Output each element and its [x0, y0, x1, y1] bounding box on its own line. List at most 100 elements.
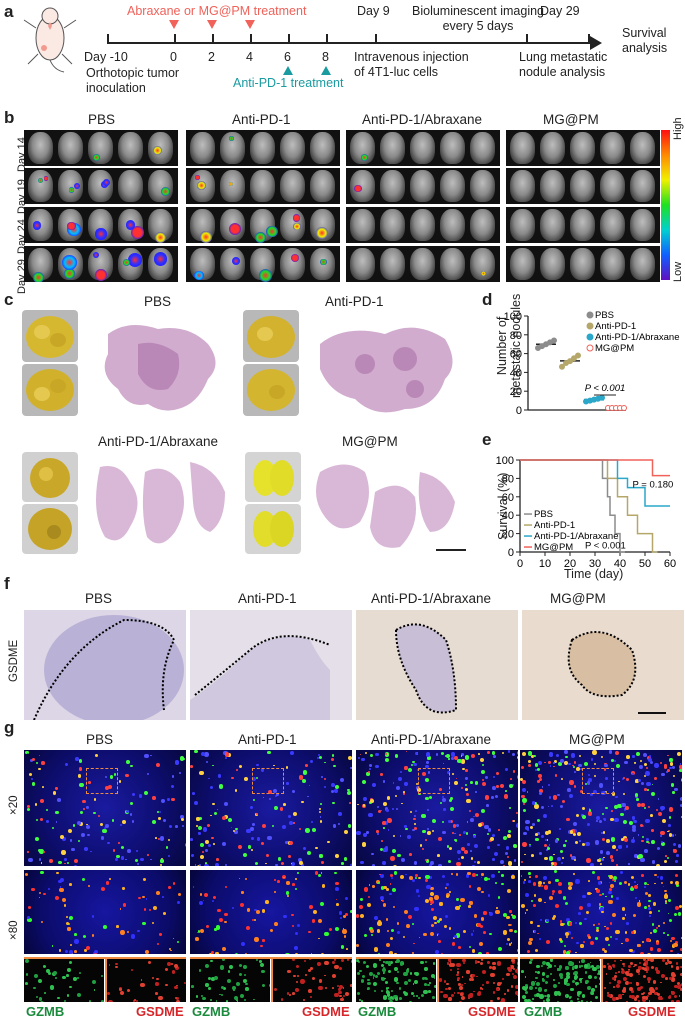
fluorescence-signal — [644, 807, 647, 810]
fluorescence-signal — [320, 953, 324, 954]
fluorescence-signal — [585, 979, 589, 984]
fluorescence-signal — [597, 881, 602, 885]
fluorescence-signal — [480, 917, 485, 921]
fluorescence-signal — [314, 846, 318, 850]
fluorescence-signal — [363, 887, 369, 892]
fluorescence-signal — [517, 961, 518, 966]
fluorescence-signal — [372, 974, 376, 978]
fluorescence-signal — [47, 972, 51, 976]
fluorescence-signal — [82, 799, 86, 804]
fluorescence-signal — [62, 975, 66, 980]
fluorescence-signal — [303, 770, 308, 775]
fluorescence-signal — [593, 762, 597, 766]
fluorescence-signal — [334, 992, 339, 997]
fluorescence-signal — [559, 759, 564, 763]
fluorescence-signal — [507, 937, 511, 941]
mouse-silhouette — [570, 248, 595, 280]
p-value-d: P < 0.001 — [585, 383, 626, 394]
bli-group-pbs: PBS — [88, 112, 116, 127]
fluorescence-signal — [149, 909, 152, 912]
fluorescence-signal — [548, 795, 552, 799]
fluorescence-signal — [363, 804, 366, 807]
fluorescence-signal — [453, 992, 456, 995]
fluorescence-signal — [69, 943, 73, 947]
fluorescence-signal — [535, 993, 540, 998]
fluorescence-signal — [215, 857, 219, 861]
fluorescence-signal — [647, 805, 650, 809]
fluorescence-signal — [478, 941, 483, 946]
fluorescence-signal — [425, 796, 429, 801]
ihc-group-mgpm: MG@PM — [550, 591, 606, 606]
fluorescence-signal — [581, 999, 583, 1002]
fluorescence-signal — [409, 1000, 413, 1002]
fluorescence-signal — [343, 830, 348, 835]
fluo-channel-gsdme — [602, 958, 682, 1002]
fluorescence-signal — [78, 774, 82, 778]
fluorescence-signal — [42, 965, 46, 969]
fluorescence-signal — [565, 840, 567, 842]
fluorescence-signal — [590, 892, 592, 895]
fluorescence-signal — [196, 824, 198, 827]
fluorescence-signal — [205, 964, 209, 969]
fluorescence-signal — [599, 850, 603, 854]
fluorescence-signal — [610, 855, 614, 859]
fluorescence-signal — [489, 932, 492, 936]
fluorescence-signal — [320, 872, 323, 875]
fluorescence-signal — [200, 842, 205, 847]
fluorescence-signal — [232, 906, 235, 909]
fluorescence-signal — [520, 875, 523, 877]
fluorescence-signal — [179, 815, 184, 819]
mouse-silhouette — [250, 170, 275, 202]
fluorescence-signal — [453, 936, 456, 939]
fluorescence-signal — [389, 883, 392, 886]
fluorescence-signal — [458, 946, 462, 949]
fluorescence-signal — [316, 961, 321, 966]
fluorescence-signal — [630, 875, 635, 880]
fluorescence-signal — [462, 961, 465, 964]
fluorescence-signal — [634, 963, 637, 967]
fluorescence-signal — [456, 861, 461, 866]
fluorescence-signal — [459, 1001, 462, 1002]
fluorescence-signal — [457, 976, 461, 981]
channel-divider — [601, 958, 603, 1002]
fluorescence-signal — [525, 984, 528, 987]
fluorescence-signal — [511, 965, 515, 969]
fluorescence-signal — [38, 891, 41, 894]
fluorescence-signal — [565, 971, 570, 977]
fluorescence-signal — [611, 792, 615, 796]
fluorescence-signal — [343, 994, 346, 997]
fluorescence-signal — [534, 874, 538, 878]
fluorescence-signal — [529, 876, 531, 878]
fluorescence-signal — [140, 857, 144, 862]
fluorescence-signal — [609, 887, 613, 891]
fluorescence-signal — [461, 847, 466, 852]
fluorescence-signal — [596, 972, 600, 976]
mouse-silhouette — [88, 170, 113, 202]
fluorescence-signal — [644, 762, 648, 766]
fluorescence-signal — [108, 878, 111, 880]
fluorescence-signal — [379, 873, 381, 876]
he-section-mgpm — [316, 464, 455, 548]
fluorescence-signal — [624, 838, 629, 843]
fluorescence-signal — [342, 987, 345, 989]
fluorescence-signal — [598, 969, 600, 972]
fluorescence-signal — [421, 977, 425, 980]
fluorescence-signal — [541, 978, 545, 982]
fluorescence-signal — [595, 995, 599, 999]
fluorescence-signal — [631, 949, 635, 954]
fluorescence-signal — [616, 896, 620, 901]
fluorescence-signal — [268, 984, 270, 987]
fluorescence-signal — [426, 808, 430, 812]
fluorescence-signal — [88, 781, 92, 784]
fluorescence-signal — [586, 962, 590, 966]
fluorescence-signal — [413, 762, 417, 767]
mouse-silhouette — [310, 170, 335, 202]
fluorescence-signal — [227, 818, 232, 823]
fluorescence-signal — [645, 838, 650, 842]
mouse-silhouette — [250, 132, 275, 164]
fluorescence-signal — [336, 902, 340, 906]
fluorescence-signal — [35, 761, 38, 765]
data-point — [621, 405, 627, 411]
fluorescence-signal — [223, 986, 227, 990]
fluorescence-signal — [477, 992, 482, 997]
